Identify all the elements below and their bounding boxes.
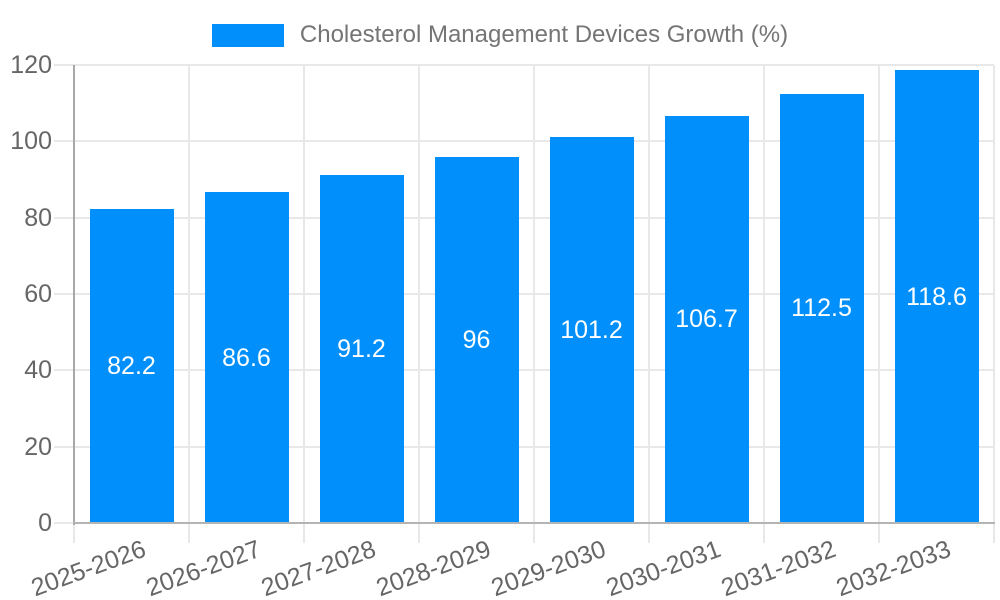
gridline-vertical bbox=[303, 65, 305, 543]
legend-item[interactable]: Cholesterol Management Devices Growth (%… bbox=[211, 21, 789, 49]
legend-marker-swatch bbox=[211, 23, 284, 47]
gridline-horizontal bbox=[54, 64, 994, 66]
legend-label: Cholesterol Management Devices Growth (%… bbox=[299, 21, 789, 48]
gridline-vertical bbox=[763, 65, 765, 543]
gridline-vertical bbox=[878, 65, 880, 543]
x-axis-tick-label: 2025-2026 bbox=[27, 534, 150, 600]
x-axis-tick-label: 2028-2029 bbox=[372, 534, 495, 600]
x-axis-tick-label: 2029-2030 bbox=[487, 534, 610, 600]
x-axis-tick-label: 2027-2028 bbox=[257, 534, 380, 600]
bar[interactable] bbox=[89, 209, 174, 523]
y-axis-tick-label: 20 bbox=[24, 432, 52, 461]
gridline-vertical bbox=[533, 65, 535, 543]
bar[interactable] bbox=[319, 174, 404, 523]
gridline-vertical bbox=[188, 65, 190, 543]
gridline-horizontal bbox=[54, 369, 994, 372]
bar[interactable] bbox=[549, 136, 634, 523]
legend: Cholesterol Management Devices Growth (%… bbox=[0, 21, 1000, 49]
bar[interactable] bbox=[779, 93, 864, 523]
y-axis-line bbox=[73, 65, 75, 525]
x-axis-tick-label: 2030-2031 bbox=[602, 534, 725, 600]
x-axis-tick-label: 2032-2033 bbox=[832, 534, 955, 600]
bar[interactable] bbox=[894, 70, 979, 523]
bar[interactable] bbox=[204, 192, 289, 523]
bar[interactable] bbox=[664, 115, 749, 523]
gridline-vertical bbox=[418, 65, 420, 543]
gridline-horizontal bbox=[54, 216, 994, 219]
bar[interactable] bbox=[434, 156, 519, 523]
y-axis-tick-label: 120 bbox=[10, 51, 52, 79]
y-axis-tick-label: 60 bbox=[24, 280, 52, 308]
x-axis-line bbox=[73, 522, 995, 524]
x-axis-tick-label: 2031-2032 bbox=[717, 534, 840, 600]
gridline-vertical bbox=[648, 65, 650, 543]
gridline-horizontal bbox=[54, 140, 994, 143]
y-axis-tick-label: 0 bbox=[38, 509, 52, 537]
y-axis-tick-label: 100 bbox=[10, 127, 52, 156]
gridline-vertical bbox=[993, 65, 995, 543]
y-axis-tick-label: 80 bbox=[24, 203, 52, 232]
y-axis-tick bbox=[54, 522, 74, 524]
x-axis-tick-label: 2026-2027 bbox=[142, 534, 265, 600]
gridline-horizontal bbox=[54, 445, 994, 448]
gridline-horizontal bbox=[54, 293, 994, 295]
y-axis-tick-label: 40 bbox=[24, 356, 52, 385]
